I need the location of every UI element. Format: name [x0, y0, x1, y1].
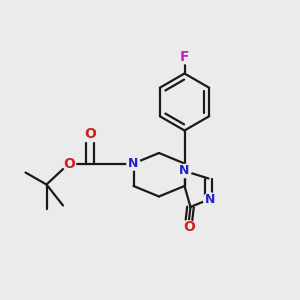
Text: N: N: [179, 164, 190, 178]
Text: O: O: [63, 157, 75, 170]
Text: O: O: [84, 127, 96, 140]
Circle shape: [178, 164, 191, 178]
Circle shape: [203, 193, 217, 206]
Circle shape: [62, 157, 76, 170]
Circle shape: [83, 127, 97, 140]
Text: N: N: [205, 193, 215, 206]
Text: F: F: [180, 50, 189, 64]
Circle shape: [182, 221, 196, 234]
Text: O: O: [183, 220, 195, 234]
Circle shape: [178, 50, 191, 64]
Text: N: N: [128, 157, 139, 170]
Circle shape: [127, 157, 140, 170]
